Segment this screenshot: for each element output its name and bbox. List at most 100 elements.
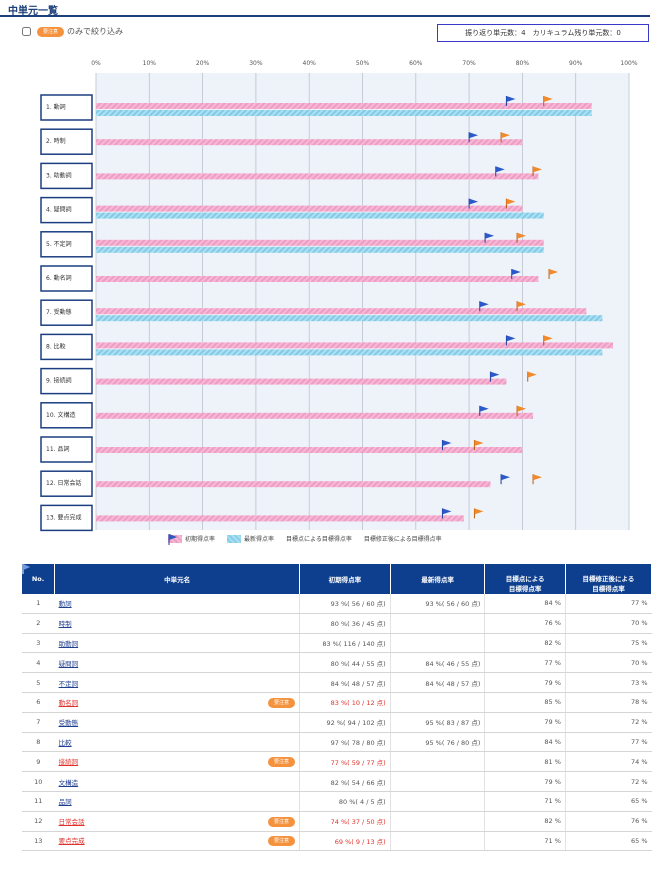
row-unit-name: 接続詞 要注意 <box>54 751 300 773</box>
legend-revised-label: 目標修正後による目標得点率 <box>363 536 442 543</box>
col-revised-label: 目標修正後による 目標得点率 <box>582 575 635 593</box>
unit-link[interactable]: 接続詞 <box>58 758 79 767</box>
unit-link[interactable]: 受動態 <box>58 719 79 728</box>
category-label: 7. 受動態 <box>46 308 72 316</box>
legend-latest-label: 最新得点率 <box>244 536 275 543</box>
x-tick-label: 60% <box>409 60 423 67</box>
revised-flag <box>495 166 505 177</box>
category-label-box <box>40 231 93 258</box>
target-flag <box>532 474 543 485</box>
category-label: 8. 比較 <box>46 342 66 350</box>
bar-initial <box>96 139 523 146</box>
target-flag <box>527 371 537 382</box>
row-no: 10 <box>22 771 55 792</box>
row-unit-name: 時制 <box>54 613 300 634</box>
row-unit-name: 動名詞 要注意 <box>54 692 300 713</box>
table-row: 7 受動態 92 %( 94 / 102 点) 95 %( 83 / 87 点) 79 … <box>22 712 652 733</box>
category-label: 12. 日常会話 <box>46 479 81 487</box>
bar-initial <box>96 378 507 385</box>
row-latest <box>389 751 485 773</box>
revised-flag <box>441 508 452 519</box>
row-target: 77 % <box>484 652 566 674</box>
table-row: 13 要点完成 要注意 69 %( 9 / 13 点) 71 % 65 % <box>22 831 652 852</box>
row-target: 82 % <box>484 633 566 654</box>
unit-link[interactable]: 文構造 <box>58 778 79 787</box>
score-chart-svg: 0% 10% 20% 30% 40% 50% 60% 70% 80% 90% 100% 1. 動詞 2.… <box>40 60 638 532</box>
revised-flag <box>489 371 500 382</box>
unit-link[interactable]: 日常会話 <box>58 817 85 826</box>
row-no: 12 <box>22 811 55 832</box>
target-flag <box>473 440 484 450</box>
bar-latest <box>96 246 544 253</box>
x-tick-label: 100% <box>620 60 637 67</box>
x-tick-label: 50% <box>356 60 370 67</box>
table-row: 6 動名詞 要注意 83 %( 10 / 12 点) 85 % 78 % <box>22 692 652 713</box>
row-latest <box>389 791 485 812</box>
row-latest: 84 %( 46 / 55 点) <box>389 652 485 674</box>
target-flag <box>548 269 559 279</box>
chart-legend: 初期得点率 最新得点率 目標点による目標得点率 目標修正後による目標得点率 <box>168 534 442 545</box>
row-revised: 76 % <box>564 811 652 832</box>
bar-initial <box>96 205 523 212</box>
unit-link[interactable]: 助動詞 <box>58 639 79 648</box>
target-flag <box>516 232 527 243</box>
x-tick-label: 90% <box>569 60 583 67</box>
target-flag <box>543 335 553 346</box>
unit-link[interactable]: 比較 <box>58 738 72 747</box>
row-latest <box>389 811 485 832</box>
table-row: 1 動詞 93 %( 56 / 60 点) 93 %( 56 / 60 点) 84 % 7… <box>22 594 652 614</box>
revised-flag <box>511 269 521 279</box>
row-revised: 65 % <box>564 791 652 812</box>
col-revised: 目標修正後による 目標得点率 <box>22 564 653 594</box>
legend-revised: 目標修正後による目標得点率 <box>168 534 442 545</box>
revised-flag <box>479 405 489 416</box>
row-no: 2 <box>22 613 55 634</box>
row-initial: 82 %( 54 / 66 点) <box>299 771 391 792</box>
blue-flag-icon <box>22 564 30 574</box>
row-unit-name: 不定詞 <box>54 672 300 693</box>
table-row: 4 疑問詞 80 %( 44 / 55 点) 84 %( 46 / 55 点) 77 %… <box>22 652 652 674</box>
unit-link[interactable]: 時制 <box>58 620 72 629</box>
row-latest: 93 %( 56 / 60 点) <box>389 594 485 614</box>
row-no: 8 <box>22 732 55 753</box>
row-unit-name: 日常会話 要注意 <box>54 811 300 832</box>
category-label-box <box>40 402 93 429</box>
alert-filter-checkbox[interactable] <box>22 27 31 36</box>
alert-badge: 要注意 <box>37 26 65 37</box>
target-flag <box>505 198 516 209</box>
unit-link[interactable]: 要点完成 <box>58 837 85 846</box>
legend-target-label: 目標点による目標得点率 <box>286 536 352 543</box>
row-unit-name: 受動態 <box>54 712 300 733</box>
unit-link[interactable]: 品詞 <box>58 798 72 807</box>
row-target: 82 % <box>484 811 566 832</box>
category-label: 10. 文構造 <box>46 411 75 419</box>
row-no: 13 <box>22 831 55 852</box>
col-initial: 初期得点率 <box>299 564 391 594</box>
category-label-box <box>40 333 93 361</box>
row-target: 84 % <box>484 594 566 614</box>
col-target-label: 目標点による 目標得点率 <box>505 575 545 593</box>
bar-initial <box>96 447 523 453</box>
unit-link[interactable]: 不定詞 <box>58 679 79 688</box>
row-latest <box>389 831 485 852</box>
row-revised: 72 % <box>564 712 652 733</box>
unit-link[interactable]: 動詞 <box>58 600 72 609</box>
bar-latest <box>96 349 603 356</box>
table-row: 3 助動詞 83 %( 116 / 140 点) 82 % 75 % <box>22 633 652 654</box>
row-revised: 75 % <box>564 633 652 654</box>
row-unit-name: 助動詞 <box>54 633 300 654</box>
unit-link[interactable]: 動名詞 <box>58 698 79 707</box>
row-initial: 80 %( 36 / 45 点) <box>299 613 391 634</box>
unit-link[interactable]: 疑問詞 <box>58 659 79 668</box>
category-label-box <box>40 162 93 190</box>
x-tick-label: 10% <box>143 60 157 67</box>
row-initial: 84 %( 48 / 57 点) <box>299 672 391 693</box>
bar-initial <box>96 308 587 315</box>
bar-initial <box>96 103 592 109</box>
revised-flag <box>500 474 511 485</box>
table-row: 2 時制 80 %( 36 / 45 点) 76 % 70 % <box>22 613 652 634</box>
alert-filter: 要注意 のみで絞り込み <box>22 26 123 37</box>
category-label: 5. 不定詞 <box>46 240 72 248</box>
row-unit-name: 比較 <box>54 732 300 753</box>
row-no: 4 <box>22 652 55 674</box>
